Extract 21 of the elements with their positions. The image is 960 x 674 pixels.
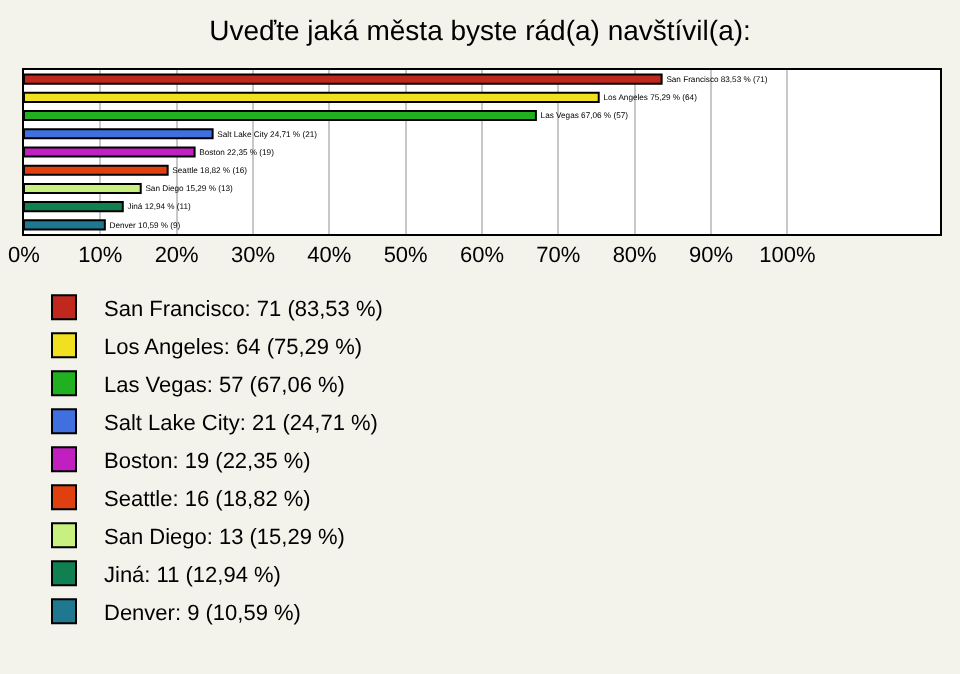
legend-label: Los Angeles: 64 (75,29 %) [104,335,363,360]
x-tick-label: 50% [383,244,429,269]
x-tick-label: 0% [8,244,41,269]
x-tick-label: 10% [78,244,123,269]
x-tick-label: 30% [230,244,276,269]
x-tick-label: 100% [759,244,816,269]
chart-title: Uveďte jaká města byste rád(a) navštívil(a): [209,13,751,46]
legend-label: San Diego: 13 (15,29 %) [104,525,345,550]
legend-label: Salt Lake City: 21 (24,71 %) [104,411,378,436]
x-tick-label: 70% [536,244,581,269]
legend-label: San Francisco: 71 (83,53 %) [104,297,383,322]
x-tick-label: 40% [307,244,352,269]
legend-label: Las Vegas: 57 (67,06 %) [104,373,345,398]
x-tick-label: 90% [688,244,734,269]
legend-label: Denver: 9 (10,59 %) [104,601,301,626]
x-tick-label: 20% [154,244,200,269]
legend-label: Jiná: 11 (12,94 %) [104,563,281,588]
x-tick-label: 80% [612,244,658,269]
legend-label: Seattle: 16 (18,82 %) [104,487,311,512]
legend-label: Boston: 19 (22,35 %) [104,449,311,474]
x-tick-label: 60% [459,244,505,269]
